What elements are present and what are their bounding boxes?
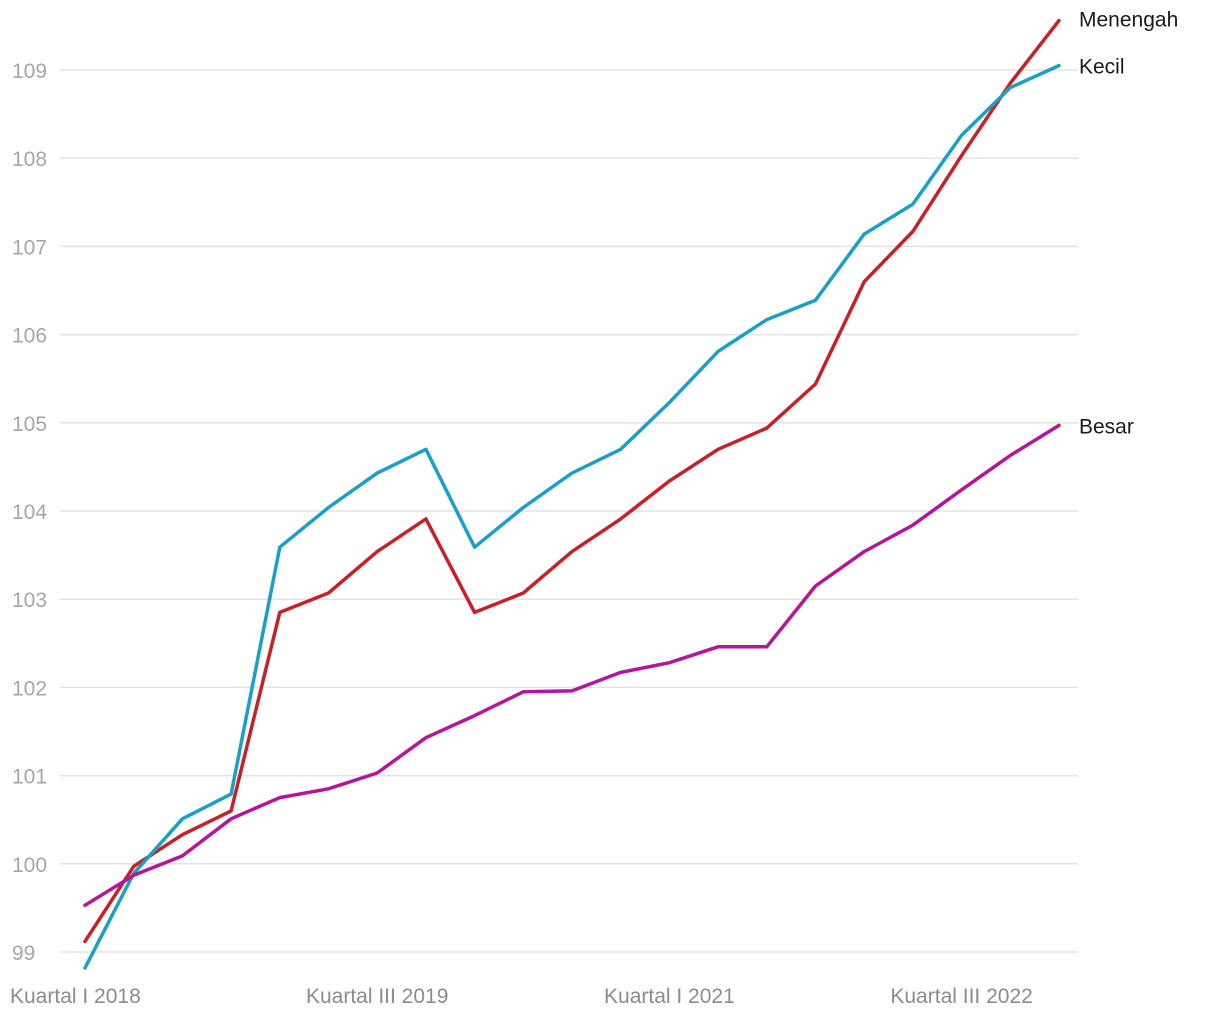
y-axis-ticks: 99 100 101 102 103 104 105 106 107 108 109	[12, 60, 47, 965]
series-label-kecil: Kecil	[1079, 56, 1125, 79]
x-tick-label: Kuartal I 2018	[10, 985, 141, 1008]
y-tick-label: 101	[12, 766, 47, 789]
series-line-besar	[83, 423, 1061, 908]
x-tick-label: Kuartal III 2022	[890, 985, 1032, 1008]
series-labels: Menengah Kecil Besar	[1079, 9, 1178, 439]
y-tick-label: 106	[12, 325, 47, 348]
series-label-menengah: Menengah	[1079, 9, 1178, 32]
gridlines	[60, 69, 1078, 953]
series-line-menengah	[83, 18, 1061, 944]
x-axis-ticks: Kuartal I 2018 Kuartal III 2019 Kuartal I …	[10, 985, 1033, 1008]
y-tick-label: 109	[12, 60, 47, 83]
y-tick-label: 103	[12, 589, 47, 612]
x-tick-label: Kuartal I 2021	[604, 985, 735, 1008]
y-tick-label: 104	[12, 501, 47, 524]
x-tick-label: Kuartal III 2019	[306, 985, 448, 1008]
y-tick-label: 105	[12, 413, 47, 436]
y-tick-label: 99	[12, 942, 35, 965]
y-tick-label: 107	[12, 236, 47, 259]
y-tick-label: 100	[12, 854, 47, 877]
series-label-besar: Besar	[1079, 415, 1134, 438]
y-tick-label: 108	[12, 148, 47, 171]
series-line-kecil	[83, 63, 1061, 970]
series-lines	[83, 18, 1061, 970]
y-tick-label: 102	[12, 677, 47, 700]
